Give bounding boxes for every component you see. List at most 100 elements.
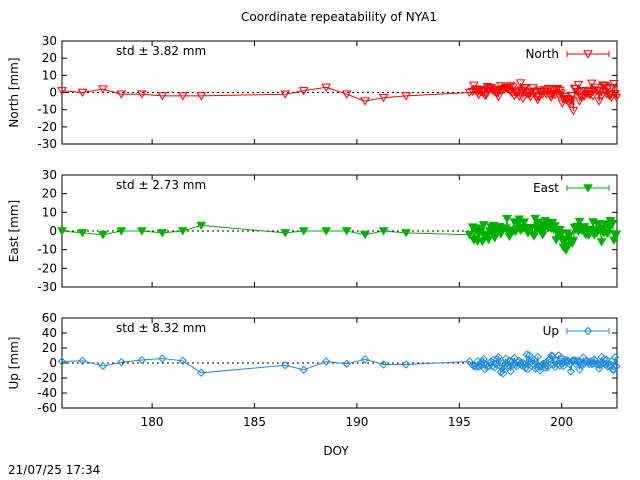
std-annotation: std ± 3.82 mm — [116, 44, 206, 58]
data-point — [552, 85, 563, 94]
data-point — [572, 87, 582, 97]
y-tick-label: 10 — [42, 68, 57, 82]
data-point — [514, 92, 525, 101]
data-point — [519, 218, 530, 227]
data-point — [360, 355, 370, 364]
panel-east — [57, 174, 622, 288]
data-point — [342, 359, 351, 368]
data-point — [321, 83, 332, 92]
data-point — [116, 227, 127, 236]
data-point — [401, 92, 411, 101]
data-point — [483, 235, 494, 245]
data-point — [321, 227, 332, 236]
data-point — [508, 83, 519, 92]
legend-label: East — [533, 181, 559, 195]
data-point — [607, 219, 618, 228]
data-point — [586, 79, 597, 88]
data-point — [510, 353, 519, 363]
data-point — [500, 361, 509, 371]
data-point — [517, 361, 526, 370]
std-annotation: std ± 8.32 mm — [116, 321, 206, 335]
data-point — [577, 361, 587, 370]
data-point — [178, 356, 188, 365]
data-point — [591, 356, 600, 365]
data-point — [580, 359, 589, 368]
x-tick-label: 200 — [550, 415, 573, 429]
data-point — [535, 366, 545, 375]
y-tick-label: 10 — [42, 205, 57, 219]
data-point — [564, 99, 575, 109]
y-tick-label: -30 — [37, 280, 57, 294]
data-point — [177, 227, 188, 236]
data-point — [378, 93, 389, 103]
data-point — [515, 79, 526, 88]
data-point — [477, 237, 488, 247]
y-axis-label: North [mm] — [7, 57, 21, 127]
data-point — [57, 357, 67, 366]
data-point — [532, 96, 543, 105]
data-point — [594, 220, 605, 229]
data-point — [280, 229, 291, 238]
y-tick-label: 0 — [49, 86, 57, 100]
x-tick-label: 180 — [141, 415, 164, 429]
data-point — [401, 229, 411, 238]
data-point — [596, 238, 607, 247]
data-point — [157, 229, 168, 238]
data-point — [136, 227, 147, 236]
data-point — [610, 353, 620, 362]
legend-marker — [583, 184, 593, 193]
data-point — [518, 94, 528, 104]
y-tick-label: -20 — [37, 261, 57, 275]
data-point — [493, 93, 504, 102]
y-tick-label: -40 — [37, 386, 57, 400]
data-point — [609, 365, 619, 374]
data-point — [540, 363, 550, 372]
legend-marker — [583, 50, 593, 59]
data-point — [137, 355, 147, 365]
data-point — [568, 236, 579, 246]
data-point — [534, 92, 544, 102]
data-point — [157, 92, 168, 101]
data-point — [281, 361, 290, 370]
data-point — [527, 355, 536, 365]
data-point — [341, 90, 352, 99]
data-point — [492, 355, 502, 364]
data-point — [551, 236, 562, 245]
data-point — [98, 361, 108, 371]
std-annotation: std ± 2.73 mm — [116, 178, 206, 192]
y-axis-label: Up [mm] — [7, 337, 21, 390]
data-point — [158, 354, 167, 363]
data-point — [612, 362, 621, 371]
data-point — [177, 92, 188, 101]
footer-timestamp: 21/07/25 17:34 — [8, 463, 100, 477]
data-point — [57, 87, 67, 96]
data-point — [298, 87, 309, 96]
y-tick-label: 0 — [49, 356, 57, 370]
y-tick-label: -60 — [37, 401, 57, 415]
data-point — [564, 231, 575, 241]
legend-label: Up — [543, 324, 559, 338]
data-point — [196, 92, 207, 101]
data-point — [197, 368, 206, 377]
data-point — [602, 229, 613, 239]
data-point — [556, 230, 566, 240]
data-point — [573, 81, 584, 90]
data-point — [522, 350, 531, 359]
data-point — [401, 360, 411, 369]
data-point — [533, 352, 542, 362]
data-point — [566, 367, 576, 376]
y-tick-label: 60 — [42, 311, 57, 325]
data-point — [299, 365, 308, 374]
data-point — [321, 357, 331, 366]
legend-marker — [583, 326, 593, 336]
data-point — [505, 82, 516, 91]
data-point — [611, 93, 622, 102]
data-point — [506, 367, 515, 376]
data-point — [478, 86, 489, 96]
data-point — [543, 85, 554, 94]
panel-up — [57, 317, 621, 409]
data-point — [57, 227, 67, 236]
data-point — [577, 93, 587, 103]
data-point — [98, 85, 108, 94]
